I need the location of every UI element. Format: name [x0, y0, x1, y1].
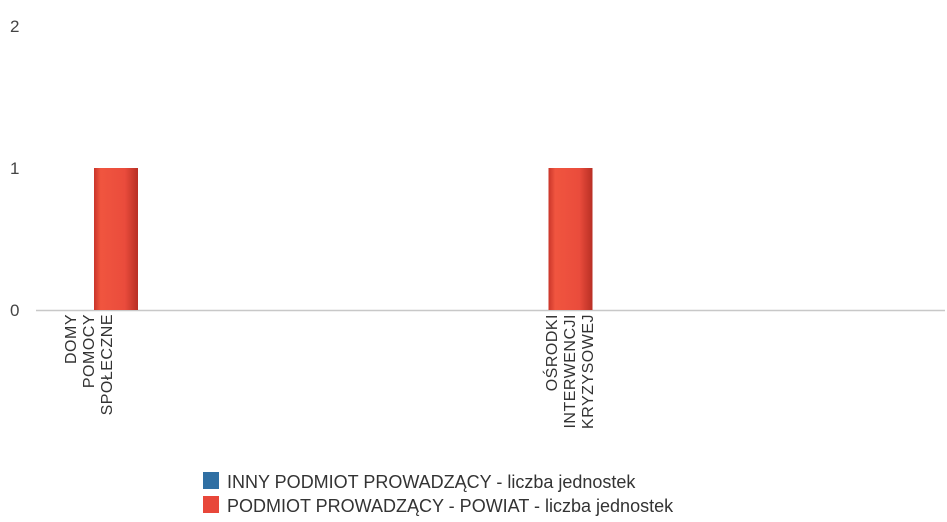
- legend-label-inny-podmiot[interactable]: INNY PODMIOT PROWADZĄCY - liczba jednost…: [227, 472, 636, 492]
- y-tick-label: 1: [10, 159, 19, 178]
- category-label: INTERWENCJI: [562, 314, 579, 429]
- category-label: KRYZYSOWEJ: [580, 314, 597, 429]
- category-label: OŚRODKI: [542, 314, 561, 391]
- legend-swatch-powiat: [203, 496, 219, 513]
- bar-powiat-1[interactable]: [548, 168, 593, 310]
- legend-swatch-inny-podmiot: [203, 472, 219, 489]
- category-label: DOMY: [63, 314, 80, 364]
- y-tick-label: 2: [10, 17, 19, 36]
- category-label: SPOŁECZNE: [99, 314, 116, 415]
- bar-powiat-0[interactable]: [94, 168, 138, 310]
- legend-label-powiat[interactable]: PODMIOT PROWADZĄCY - POWIAT - liczba jed…: [227, 496, 674, 516]
- y-tick-label: 0: [10, 301, 19, 320]
- category-label: POMOCY: [81, 314, 98, 388]
